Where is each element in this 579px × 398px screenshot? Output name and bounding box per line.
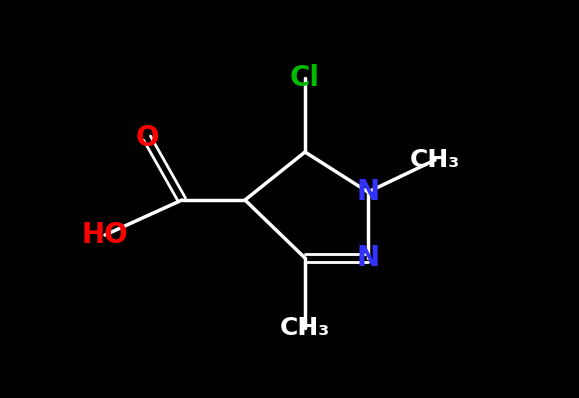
Text: Cl: Cl xyxy=(290,64,320,92)
Text: HO: HO xyxy=(82,221,129,249)
Text: CH₃: CH₃ xyxy=(410,148,460,172)
Text: CH₃: CH₃ xyxy=(280,316,330,340)
Text: O: O xyxy=(135,124,159,152)
Text: N: N xyxy=(357,244,380,272)
Text: N: N xyxy=(357,178,380,206)
